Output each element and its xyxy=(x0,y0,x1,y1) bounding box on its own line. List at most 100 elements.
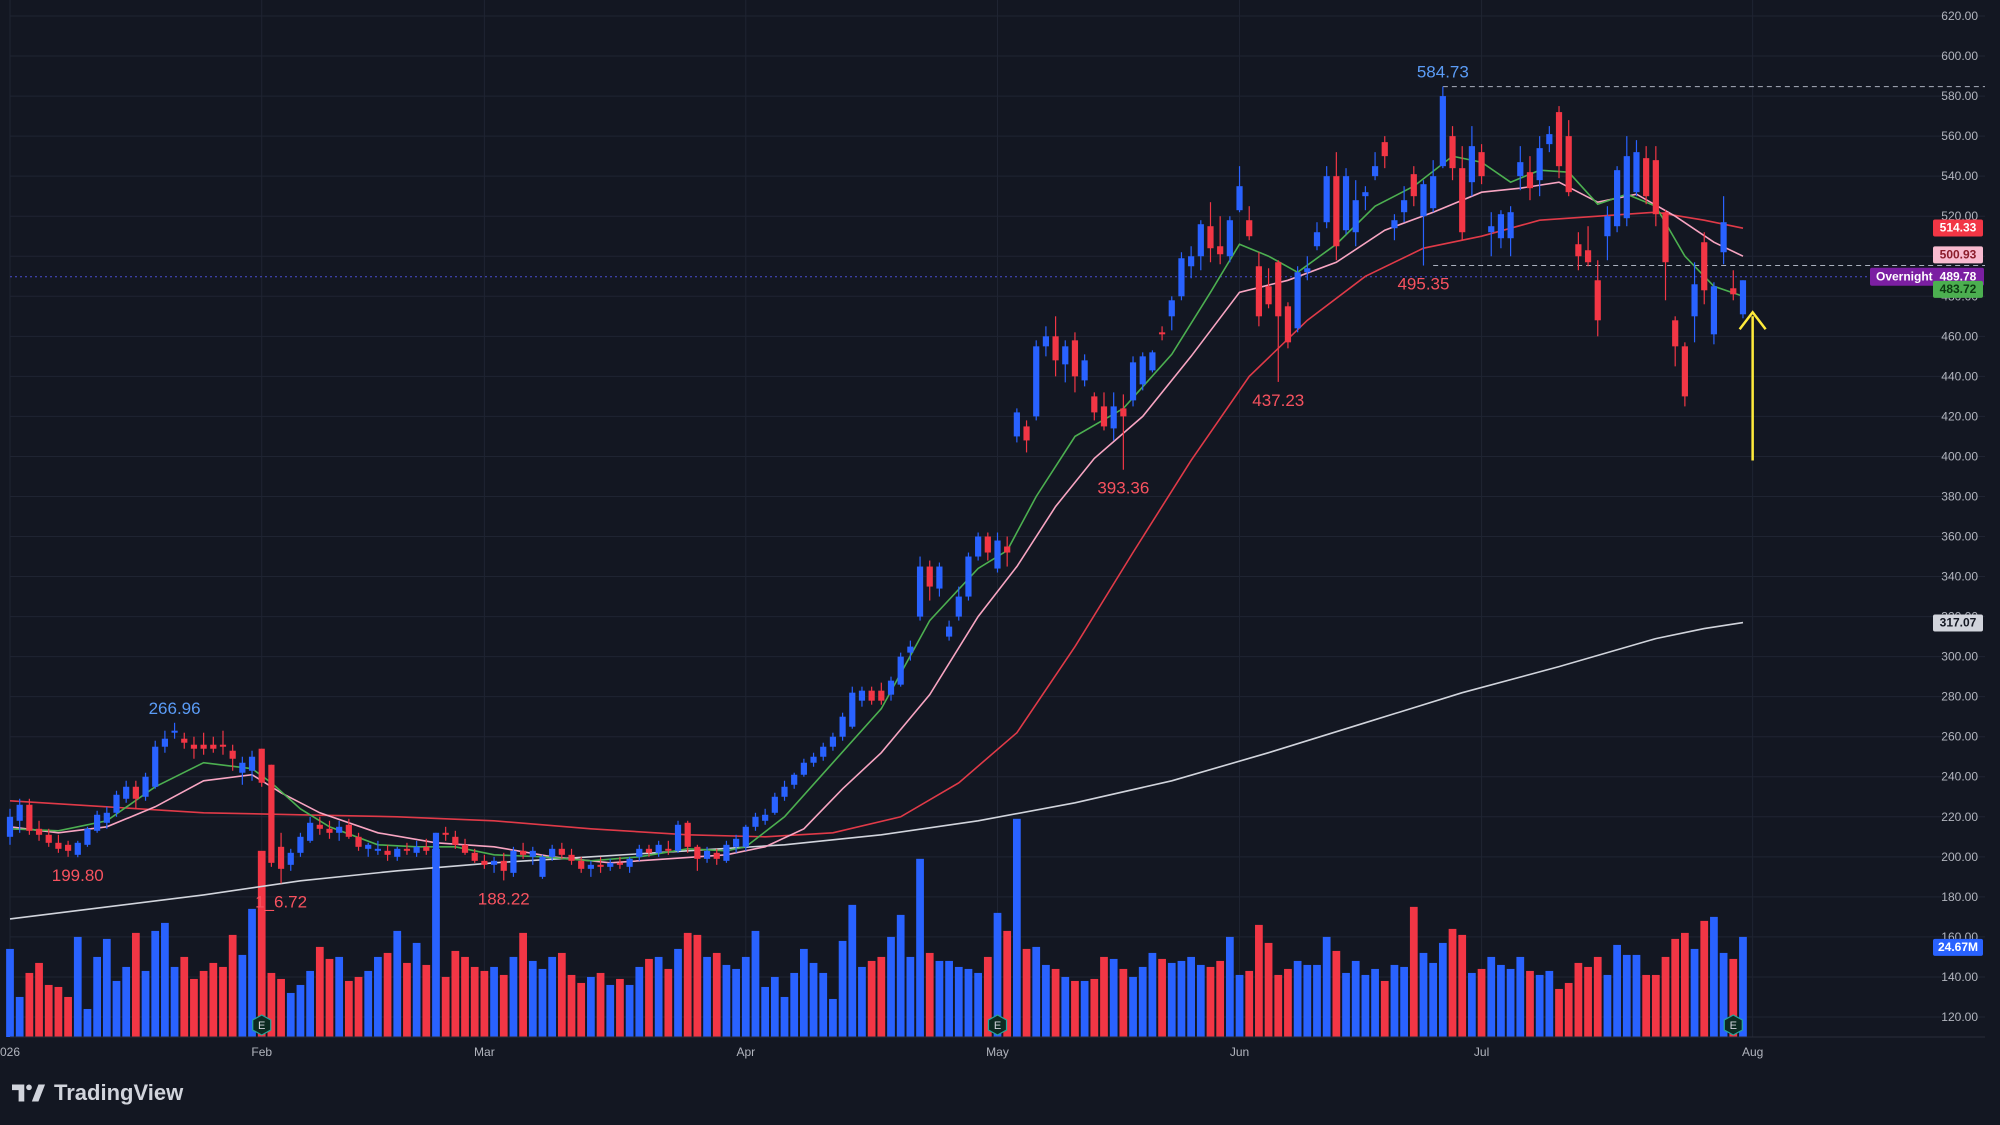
candle-body xyxy=(1313,232,1321,247)
candle-body xyxy=(74,842,81,855)
candle-body xyxy=(520,850,527,855)
volume-bar xyxy=(1603,974,1612,1037)
volume-bar xyxy=(470,966,479,1037)
volume-bar xyxy=(1196,964,1205,1037)
volume-bar xyxy=(1477,968,1486,1037)
price-chart[interactable]: 584.73 266.96 199.80 1_6.72 188.22 393.36 437.… xyxy=(0,0,2000,1065)
volume-bar xyxy=(703,956,711,1037)
volume-bar xyxy=(122,966,131,1037)
candle-body xyxy=(684,822,691,847)
candle-body xyxy=(16,804,23,821)
candle-body xyxy=(1497,214,1505,239)
volume-bar xyxy=(1468,972,1476,1037)
volume-bar xyxy=(1216,960,1225,1037)
price-axis[interactable]: 120.00140.00160.00180.00200.00220.00240.… xyxy=(1870,9,1984,1024)
candle-body xyxy=(200,744,207,749)
volume-bar xyxy=(1303,964,1312,1037)
grid-layer xyxy=(9,0,1985,1037)
candle-body xyxy=(607,862,614,867)
volume-bar xyxy=(1293,960,1302,1037)
volume-bar xyxy=(712,952,721,1037)
annotations-layer: 584.73 266.96 199.80 1_6.72 188.22 393.36 437.… xyxy=(52,63,1767,1036)
volume-bar xyxy=(645,958,653,1037)
volume-bar xyxy=(596,972,605,1037)
candles-layer[interactable] xyxy=(6,86,1747,889)
volume-bar xyxy=(1119,968,1128,1037)
price-annotation: 199.80 xyxy=(52,866,104,885)
time-axis[interactable]: 026 Feb Mar Apr May Jun Jul Aug xyxy=(0,1036,1985,1059)
candle-body xyxy=(1459,168,1466,233)
volume-bar xyxy=(732,968,740,1037)
volume-bar xyxy=(674,948,682,1037)
volume-bar xyxy=(1342,972,1350,1037)
candle-body xyxy=(897,656,904,685)
candle-body xyxy=(936,566,943,589)
candle-body xyxy=(800,762,807,775)
candle-body xyxy=(771,796,778,813)
candle-body xyxy=(1013,412,1020,437)
candle-body xyxy=(694,846,701,859)
volume-bar xyxy=(199,970,208,1037)
volume-bar xyxy=(1032,946,1041,1037)
y-tick-label: 140.00 xyxy=(1941,970,1978,984)
candle-body xyxy=(1217,246,1224,255)
volume-bar xyxy=(257,850,266,1037)
volume-tag-bg xyxy=(1933,938,1983,956)
chart-background xyxy=(0,0,2000,1065)
volume-bar xyxy=(1710,916,1718,1037)
volume-bar xyxy=(654,956,663,1037)
volume-bar xyxy=(519,932,527,1037)
y-tick-label: 280.00 xyxy=(1941,690,1978,704)
candle-body xyxy=(674,824,682,851)
volume-bar xyxy=(722,964,731,1037)
volume-bar xyxy=(528,960,537,1037)
volume-bar xyxy=(499,974,508,1037)
candle-body xyxy=(219,744,227,747)
volume-bar xyxy=(315,946,324,1037)
candle-body xyxy=(103,812,110,823)
candle-body xyxy=(539,856,546,877)
volume-bar xyxy=(1671,938,1680,1037)
candle-body xyxy=(529,850,536,857)
volume-bar xyxy=(1584,966,1592,1037)
candle-body xyxy=(1004,546,1011,553)
candle-body xyxy=(1188,256,1195,267)
volume-bar xyxy=(1729,958,1738,1037)
candle-body xyxy=(1575,244,1582,257)
candle-body xyxy=(1323,176,1330,223)
candle-body xyxy=(1681,346,1688,397)
candle-body xyxy=(1120,408,1127,417)
candle-body xyxy=(568,854,575,861)
x-tick-label: Aug xyxy=(1742,1045,1763,1059)
candle-body xyxy=(297,836,304,853)
brand-logo[interactable]: TradingView xyxy=(12,1080,183,1106)
volume-bar xyxy=(1177,960,1186,1037)
volume-bar xyxy=(1012,818,1021,1037)
volume-bar xyxy=(383,952,392,1037)
volume-bar xyxy=(983,956,992,1037)
candle-body xyxy=(461,844,469,853)
volume-bar xyxy=(1380,980,1389,1037)
volume-bar xyxy=(180,956,189,1037)
volume-bar xyxy=(606,984,615,1037)
volume-bar xyxy=(867,960,876,1037)
volume-bar xyxy=(1313,964,1321,1037)
volume-bar xyxy=(790,972,799,1037)
price-tag: 483.72 xyxy=(1940,282,1977,296)
candle-body xyxy=(1023,426,1030,441)
volume-bar xyxy=(780,996,789,1037)
volume-bar xyxy=(374,956,382,1037)
candle-body xyxy=(587,864,594,869)
candle-body xyxy=(481,860,488,865)
volume-bar xyxy=(461,956,469,1037)
candle-body xyxy=(1342,176,1350,231)
y-tick-label: 540.00 xyxy=(1941,169,1978,183)
volume-bar xyxy=(1090,978,1099,1037)
y-tick-label: 180.00 xyxy=(1941,890,1978,904)
candle-body xyxy=(820,746,827,757)
candle-body xyxy=(1488,226,1495,233)
volume-bar xyxy=(170,966,179,1037)
price-annotation: 266.96 xyxy=(149,699,201,718)
sma-200-line xyxy=(9,621,1744,920)
candle-body xyxy=(442,832,449,835)
